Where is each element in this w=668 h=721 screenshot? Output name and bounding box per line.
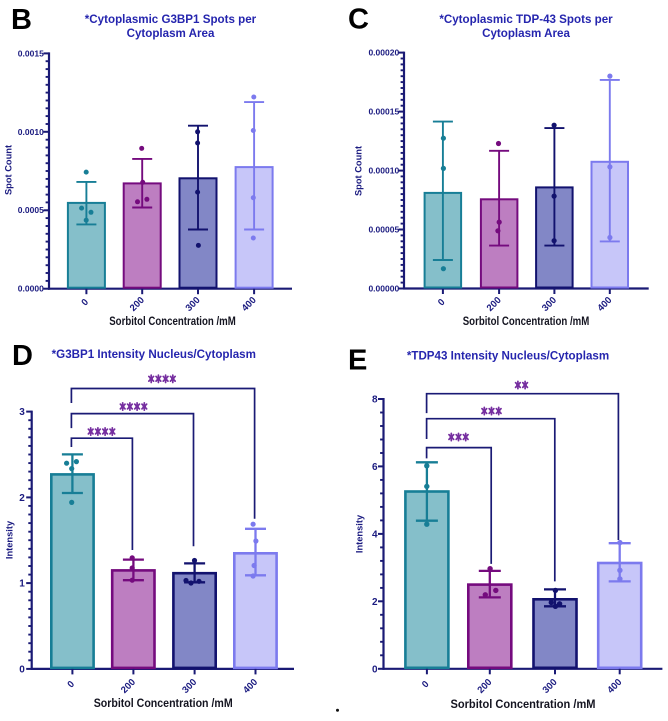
svg-text:Sorbitol Concentration /mM: Sorbitol Concentration /mM	[463, 314, 590, 328]
svg-text:300: 300	[184, 295, 203, 314]
svg-text:Cytoplasm Area: Cytoplasm Area	[127, 27, 215, 40]
svg-text:Sorbitol Concentration /mM: Sorbitol Concentration /mM	[451, 697, 596, 711]
svg-text:0: 0	[65, 679, 77, 691]
svg-text:Sorbitol Concentration /mM: Sorbitol Concentration /mM	[109, 314, 236, 328]
svg-text:C: C	[348, 4, 369, 36]
svg-text:B: B	[11, 4, 32, 36]
svg-text:Sorbitol Concentration /mM: Sorbitol Concentration /mM	[94, 696, 233, 710]
svg-text:300: 300	[540, 295, 559, 314]
svg-text:Spot Count: Spot Count	[354, 146, 364, 196]
svg-text:8: 8	[372, 395, 378, 406]
svg-text:0.00020: 0.00020	[368, 48, 399, 58]
svg-text:0.0010: 0.0010	[18, 127, 44, 137]
svg-text:3: 3	[19, 407, 25, 418]
svg-text:*Cytoplasmic G3BP1 Spots per: *Cytoplasmic G3BP1 Spots per	[85, 13, 257, 26]
svg-text:*TDP43 Intensity Nucleus/Cytop: *TDP43 Intensity Nucleus/Cytoplasm	[407, 350, 609, 363]
svg-text:0.0015: 0.0015	[18, 48, 44, 58]
svg-text:1: 1	[19, 579, 25, 590]
svg-text:400: 400	[240, 295, 259, 314]
svg-text:400: 400	[595, 295, 614, 314]
svg-text:400: 400	[241, 677, 260, 696]
svg-text:0: 0	[436, 297, 448, 309]
svg-text:0: 0	[420, 679, 432, 691]
svg-text:0: 0	[79, 297, 91, 309]
svg-text:0.0000: 0.0000	[18, 284, 44, 294]
svg-text:2: 2	[372, 597, 378, 608]
svg-text:4: 4	[372, 529, 378, 540]
svg-text:E: E	[348, 345, 367, 377]
svg-text:0.0005: 0.0005	[18, 205, 44, 215]
svg-text:Spot Count: Spot Count	[3, 145, 13, 195]
svg-text:0.00000: 0.00000	[368, 284, 399, 294]
svg-text:*Cytoplasmic TDP-43 Spots per: *Cytoplasmic TDP-43 Spots per	[439, 13, 613, 26]
svg-text:6: 6	[372, 462, 378, 473]
svg-text:D: D	[12, 340, 33, 372]
svg-text:400: 400	[605, 677, 624, 696]
svg-text:0.00010: 0.00010	[368, 166, 399, 176]
svg-text:Intensity: Intensity	[355, 514, 365, 553]
svg-text:0: 0	[19, 664, 25, 675]
svg-text:Intensity: Intensity	[5, 520, 15, 559]
svg-text:200: 200	[475, 677, 494, 696]
svg-text:200: 200	[128, 295, 147, 314]
svg-text:Cytoplasm Area: Cytoplasm Area	[482, 27, 570, 40]
svg-text:300: 300	[180, 677, 199, 696]
svg-text:300: 300	[541, 677, 560, 696]
svg-text:2: 2	[19, 493, 25, 504]
svg-text:0: 0	[372, 664, 378, 675]
svg-text:*G3BP1 Intensity Nucleus/Cytop: *G3BP1 Intensity Nucleus/Cytoplasm	[52, 348, 256, 361]
svg-text:200: 200	[119, 677, 138, 696]
svg-text:0.00005: 0.00005	[368, 225, 399, 235]
svg-text:200: 200	[485, 295, 504, 314]
svg-text:0.00015: 0.00015	[368, 107, 399, 117]
